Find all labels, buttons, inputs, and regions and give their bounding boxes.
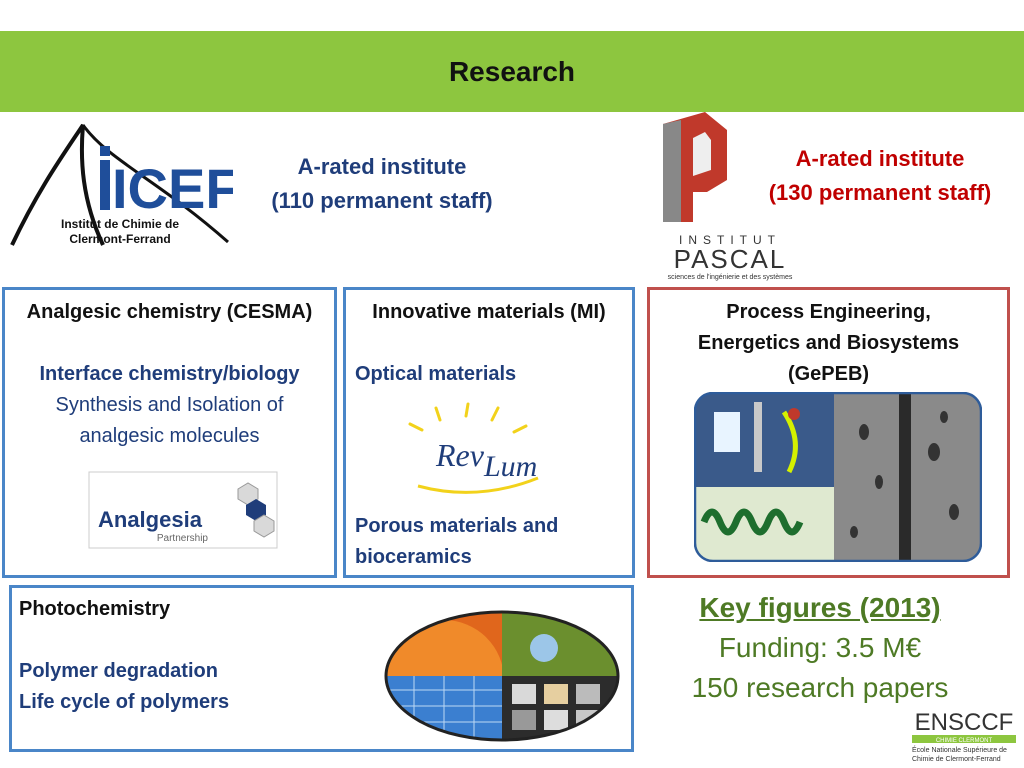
photochemistry-ellipse-collage xyxy=(384,610,620,742)
icef-logo-text: ICEF xyxy=(112,157,233,220)
revlum-logo: Rev Lum xyxy=(408,402,539,494)
mi-panel: Innovative materials (MI) Optical materi… xyxy=(343,287,635,578)
svg-text:sciences de l'ingénierie et de: sciences de l'ingénierie et des systèmes xyxy=(668,274,793,281)
icef-logo: ICEF Institut de Chimie de Clermont-Ferr… xyxy=(10,123,233,246)
cesma-subtitle: Interface chemistry/biology xyxy=(39,363,300,385)
svg-text:Chimie de Clermont-Ferrand: Chimie de Clermont-Ferrand xyxy=(912,756,1001,763)
svg-text:Lum: Lum xyxy=(483,450,537,483)
key-figures-papers: 150 research papers xyxy=(691,672,949,703)
mi-item-porous: Porous materials and bioceramics xyxy=(355,515,559,568)
slide-title: Research xyxy=(448,56,576,87)
svg-text:ENSCCF: ENSCCF xyxy=(915,709,1014,736)
analgesia-partnership-logo: Analgesia Partnership xyxy=(88,471,278,549)
photo-item-degradation: Polymer degradation xyxy=(19,660,218,682)
pascal-caption: A-rated institute (130 permanent staff) xyxy=(768,146,992,205)
svg-text:Analgesia: Analgesia xyxy=(98,507,203,532)
svg-text:PASCAL: PASCAL xyxy=(674,244,787,274)
photo-item-lifecycle: Life cycle of polymers xyxy=(19,691,230,713)
key-figures-funding: Funding: 3.5 M€ xyxy=(718,632,922,663)
photochemistry-panel: Photochemistry Polymer degradation Life … xyxy=(9,585,634,752)
ensccf-logo: ENSCCF CHIMIE CLERMONT École Nationale S… xyxy=(912,709,1016,763)
cesma-body-line2: analgesic molecules xyxy=(79,425,260,447)
mi-item-optical: Optical materials xyxy=(355,363,517,385)
svg-text:Institut de Chimie de: Institut de Chimie de xyxy=(61,217,179,231)
svg-text:Clermont-Ferrand: Clermont-Ferrand xyxy=(69,232,170,246)
gepeb-title: Process Engineering, Energetics and Bios… xyxy=(697,301,960,385)
svg-text:Partnership: Partnership xyxy=(157,533,209,544)
cesma-panel: Analgesic chemistry (CESMA) Interface ch… xyxy=(2,287,337,578)
key-figures-title: Key figures (2013) xyxy=(699,592,941,623)
cesma-body-line1: Synthesis and Isolation of xyxy=(55,394,284,416)
gepeb-photo-collage xyxy=(694,392,982,562)
svg-text:CHIMIE CLERMONT: CHIMIE CLERMONT xyxy=(936,738,993,744)
gepeb-panel: Process Engineering, Energetics and Bios… xyxy=(647,287,1010,578)
icef-caption: A-rated institute (110 permanent staff) xyxy=(271,154,493,213)
photo-title: Photochemistry xyxy=(19,598,171,620)
svg-text:INSTITUT: INSTITUT xyxy=(679,233,781,247)
svg-text:Rev: Rev xyxy=(435,437,485,473)
svg-text:École Nationale Supérieure de: École Nationale Supérieure de xyxy=(912,745,1007,754)
institut-pascal-logo: INSTITUT PASCAL sciences de l'ingénierie… xyxy=(663,112,793,281)
mi-title: Innovative materials (MI) xyxy=(372,301,606,323)
key-figures: Key figures (2013) Funding: 3.5 M€ 150 r… xyxy=(660,588,980,708)
cesma-title: Analgesic chemistry (CESMA) xyxy=(26,301,313,323)
title-banner xyxy=(0,31,1024,112)
